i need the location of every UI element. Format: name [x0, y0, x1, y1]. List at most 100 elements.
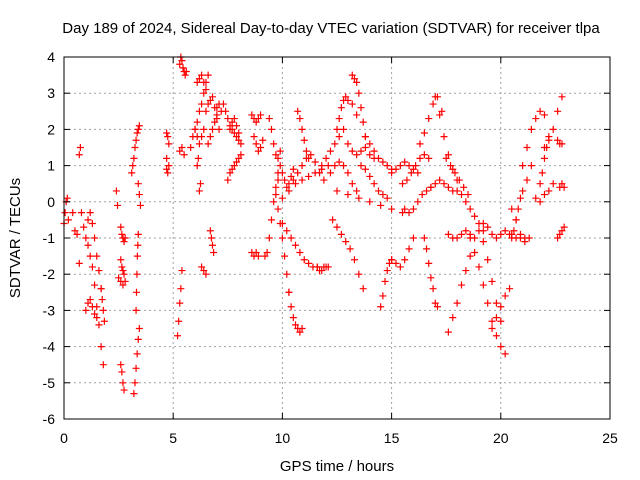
data-point: [254, 252, 262, 260]
data-point: [235, 136, 243, 144]
data-point: [287, 303, 295, 311]
data-point: [237, 140, 245, 148]
data-point: [414, 169, 422, 177]
data-point: [333, 187, 341, 195]
series-s12: [117, 256, 129, 285]
data-point: [532, 115, 540, 123]
data-point: [451, 169, 459, 177]
data-point: [405, 162, 413, 170]
data-point: [206, 227, 214, 235]
data-point: [512, 216, 520, 224]
series-s53: [333, 93, 361, 133]
data-point: [536, 198, 544, 206]
data-point: [399, 180, 407, 188]
data-point: [272, 191, 280, 199]
data-point: [285, 288, 293, 296]
data-point: [484, 299, 492, 307]
series-s30: [198, 263, 210, 278]
data-point: [344, 191, 352, 199]
data-point: [508, 205, 516, 213]
data-point: [466, 234, 474, 242]
data-point: [178, 144, 186, 151]
data-point: [200, 78, 208, 86]
data-point: [501, 350, 509, 358]
series-s31: [213, 100, 225, 115]
data-point: [134, 125, 142, 133]
data-point: [392, 259, 400, 267]
data-point: [549, 125, 557, 133]
data-point: [213, 104, 221, 112]
data-point: [132, 136, 140, 144]
data-point: [333, 223, 341, 231]
series-s52: [329, 216, 367, 293]
data-point: [536, 107, 544, 115]
data-point: [506, 285, 514, 293]
data-point: [423, 187, 431, 195]
data-point: [431, 180, 439, 188]
series-s75: [488, 285, 514, 332]
series-s82: [554, 223, 568, 242]
data-point: [289, 165, 297, 173]
data-point: [532, 194, 540, 202]
data-point: [492, 299, 500, 307]
data-point: [202, 86, 210, 94]
data-point: [289, 176, 297, 184]
series-s84: [556, 180, 568, 191]
data-point: [302, 147, 310, 155]
x-axis-label: GPS time / hours: [280, 458, 394, 475]
data-point: [440, 180, 448, 188]
data-point: [333, 125, 341, 133]
data-point: [133, 270, 141, 278]
data-point: [337, 230, 345, 238]
data-point: [88, 263, 96, 271]
data-point: [133, 252, 141, 260]
data-point: [237, 151, 245, 159]
data-point: [392, 165, 400, 173]
series-s47: [289, 151, 328, 184]
y-axis-label: SDTVAR / TECUs: [7, 178, 24, 298]
data-point: [318, 162, 326, 170]
data-point: [388, 169, 396, 177]
data-point: [543, 144, 551, 151]
data-point: [340, 125, 348, 133]
y-tick-label: -1: [43, 230, 56, 246]
data-point: [91, 281, 99, 289]
data-point: [348, 100, 356, 108]
data-point: [466, 252, 474, 260]
data-point: [344, 96, 352, 104]
data-point: [99, 306, 107, 314]
data-point: [114, 201, 122, 209]
data-point: [84, 216, 92, 224]
data-point: [471, 212, 479, 220]
data-point: [337, 104, 345, 112]
data-point: [355, 270, 363, 278]
data-point: [213, 111, 221, 119]
data-point: [91, 310, 99, 318]
series-s09: [112, 187, 122, 209]
data-point: [117, 256, 125, 264]
data-point: [187, 144, 195, 151]
data-point: [418, 191, 426, 199]
data-point: [182, 67, 190, 75]
series-s27: [191, 125, 208, 148]
data-point: [177, 285, 185, 293]
data-point: [497, 230, 505, 238]
series-s45: [278, 220, 321, 271]
data-point: [462, 227, 470, 235]
data-point: [318, 267, 326, 275]
data-point: [425, 154, 433, 162]
series-s85: [536, 133, 553, 188]
series-s32: [195, 180, 204, 195]
x-tick-label: 25: [602, 430, 618, 446]
data-point: [235, 154, 243, 162]
data-point: [523, 144, 531, 151]
series-s08: [97, 285, 108, 325]
data-point: [366, 198, 374, 206]
data-point: [163, 129, 171, 137]
series-s19: [163, 154, 173, 170]
data-point: [516, 194, 524, 202]
data-point: [313, 263, 321, 271]
data-point: [117, 361, 125, 369]
data-point: [519, 187, 527, 195]
data-point: [311, 158, 319, 166]
